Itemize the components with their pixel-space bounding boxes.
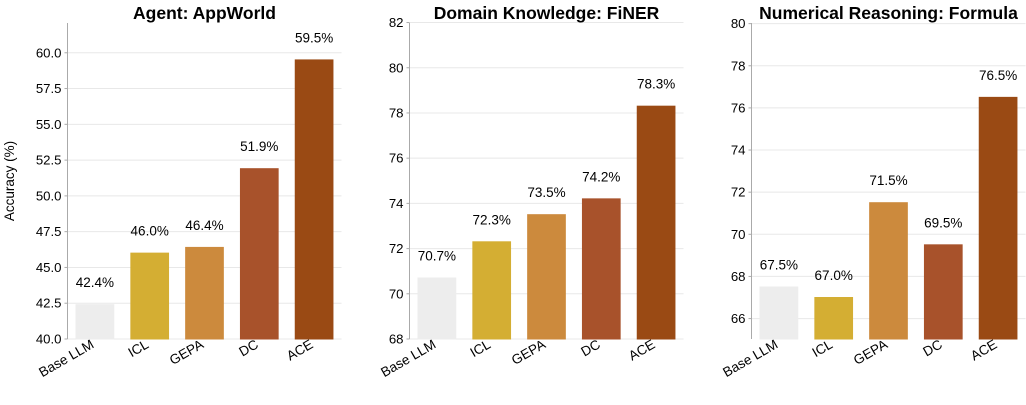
svg-text:78.3%: 78.3% bbox=[637, 77, 675, 92]
svg-text:DC: DC bbox=[920, 336, 945, 359]
svg-text:67.0%: 67.0% bbox=[815, 268, 853, 283]
svg-text:78: 78 bbox=[389, 105, 404, 120]
svg-text:66: 66 bbox=[731, 311, 746, 326]
svg-text:74: 74 bbox=[731, 143, 746, 158]
svg-text:52.5: 52.5 bbox=[36, 153, 62, 168]
svg-text:80: 80 bbox=[731, 16, 746, 31]
svg-text:46.0%: 46.0% bbox=[131, 224, 169, 239]
svg-text:76.5%: 76.5% bbox=[979, 68, 1017, 83]
svg-text:ICL: ICL bbox=[125, 336, 151, 360]
svg-text:69.5%: 69.5% bbox=[924, 215, 962, 230]
svg-text:42.5: 42.5 bbox=[36, 296, 62, 311]
svg-text:45.0: 45.0 bbox=[36, 260, 62, 275]
svg-text:ACE: ACE bbox=[968, 337, 1000, 364]
svg-text:55.0: 55.0 bbox=[36, 117, 62, 132]
svg-text:57.5: 57.5 bbox=[36, 81, 62, 96]
svg-text:ACE: ACE bbox=[626, 337, 658, 364]
svg-text:59.5%: 59.5% bbox=[295, 30, 333, 45]
svg-text:ICL: ICL bbox=[467, 336, 493, 360]
svg-text:68: 68 bbox=[731, 269, 746, 284]
svg-text:ICL: ICL bbox=[809, 336, 835, 360]
svg-text:76: 76 bbox=[731, 100, 746, 115]
svg-text:50.0: 50.0 bbox=[36, 188, 62, 203]
svg-text:72: 72 bbox=[389, 241, 404, 256]
svg-text:42.4%: 42.4% bbox=[76, 275, 114, 290]
svg-text:60.0: 60.0 bbox=[36, 45, 62, 60]
svg-text:74.2%: 74.2% bbox=[582, 169, 620, 184]
svg-text:Numerical Reasoning: Formula: Numerical Reasoning: Formula bbox=[759, 3, 1018, 23]
svg-text:72: 72 bbox=[731, 185, 746, 200]
svg-text:68: 68 bbox=[389, 332, 404, 347]
svg-text:ACE: ACE bbox=[284, 337, 316, 364]
svg-text:73.5%: 73.5% bbox=[527, 185, 565, 200]
svg-text:78: 78 bbox=[731, 58, 746, 73]
svg-text:Accuracy (%): Accuracy (%) bbox=[2, 141, 17, 221]
svg-text:Agent: AppWorld: Agent: AppWorld bbox=[133, 3, 276, 23]
svg-text:Base LLM: Base LLM bbox=[720, 337, 780, 380]
svg-text:GEPA: GEPA bbox=[851, 337, 890, 368]
svg-text:80: 80 bbox=[389, 60, 404, 75]
svg-text:70: 70 bbox=[389, 286, 404, 301]
svg-text:70: 70 bbox=[731, 227, 746, 242]
svg-text:Domain Knowledge: FiNER: Domain Knowledge: FiNER bbox=[434, 3, 660, 23]
svg-text:70.7%: 70.7% bbox=[418, 248, 456, 263]
svg-text:46.4%: 46.4% bbox=[185, 218, 223, 233]
svg-text:DC: DC bbox=[578, 336, 603, 359]
svg-text:GEPA: GEPA bbox=[167, 337, 206, 368]
svg-text:76: 76 bbox=[389, 151, 404, 166]
svg-text:47.5: 47.5 bbox=[36, 224, 62, 239]
svg-text:Base LLM: Base LLM bbox=[378, 337, 438, 380]
svg-text:71.5%: 71.5% bbox=[869, 173, 907, 188]
svg-text:74: 74 bbox=[389, 196, 404, 211]
svg-text:40.0: 40.0 bbox=[36, 332, 62, 347]
svg-text:82: 82 bbox=[389, 15, 404, 30]
svg-text:DC: DC bbox=[236, 336, 261, 359]
svg-text:67.5%: 67.5% bbox=[760, 257, 798, 272]
svg-text:51.9%: 51.9% bbox=[240, 139, 278, 154]
svg-text:GEPA: GEPA bbox=[509, 337, 548, 368]
svg-text:72.3%: 72.3% bbox=[473, 212, 511, 227]
